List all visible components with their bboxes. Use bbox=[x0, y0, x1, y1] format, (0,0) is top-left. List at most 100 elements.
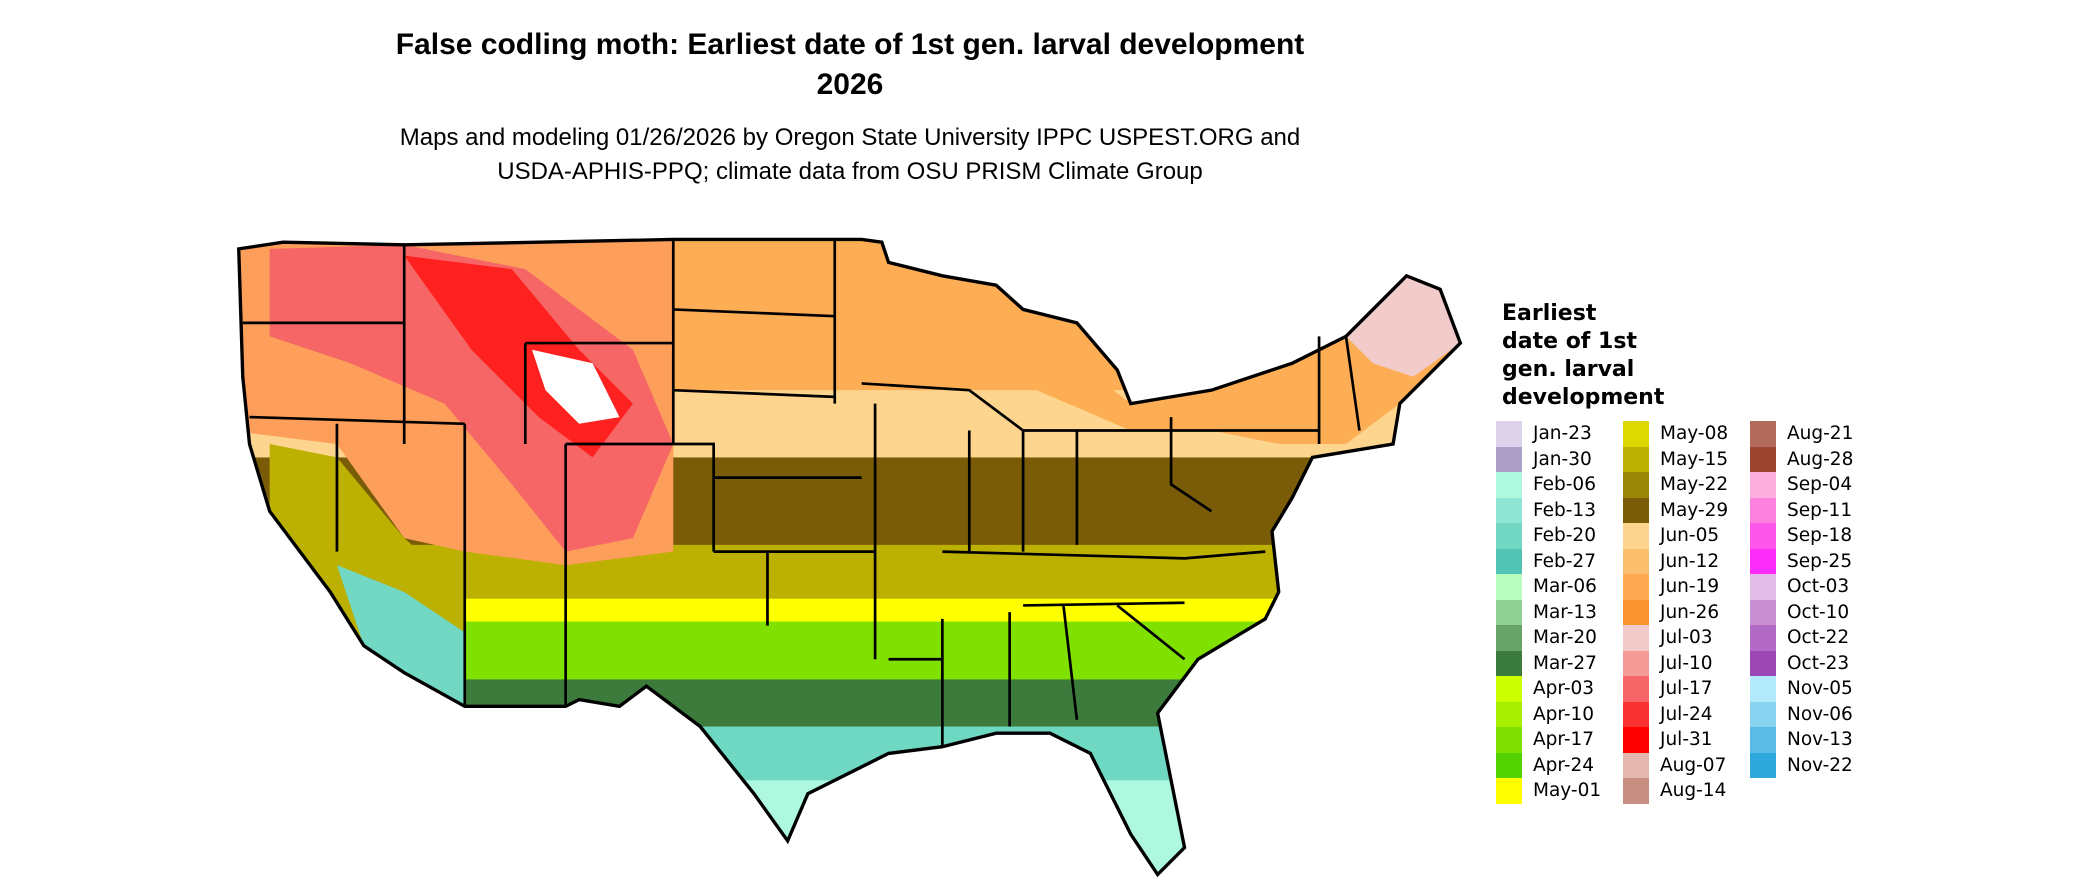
legend-swatch bbox=[1750, 574, 1776, 600]
legend-label: May-01 bbox=[1533, 780, 1602, 802]
legend-swatch bbox=[1623, 446, 1649, 472]
legend-item: Apr-24 bbox=[1496, 752, 1595, 778]
legend-label: Jul-24 bbox=[1660, 703, 1713, 725]
legend-label: Jan-23 bbox=[1533, 423, 1592, 445]
legend-label: Nov-22 bbox=[1787, 754, 1853, 776]
legend-item: Jul-03 bbox=[1623, 625, 1713, 651]
legend-swatch bbox=[1750, 599, 1776, 625]
legend-item: Sep-18 bbox=[1750, 523, 1852, 549]
legend-label: Feb-27 bbox=[1533, 550, 1596, 572]
legend-label: Sep-04 bbox=[1787, 474, 1853, 496]
legend-label: Aug-21 bbox=[1787, 423, 1854, 445]
legend-item: May-08 bbox=[1623, 421, 1728, 447]
legend-label: Aug-07 bbox=[1660, 754, 1727, 776]
legend-item: Aug-28 bbox=[1750, 446, 1854, 472]
legend-label: Feb-13 bbox=[1533, 499, 1596, 521]
legend-item: Jul-10 bbox=[1623, 650, 1713, 676]
legend-label: Nov-13 bbox=[1787, 729, 1853, 751]
legend-swatch bbox=[1496, 446, 1522, 472]
legend-swatch bbox=[1750, 752, 1776, 778]
legend-label: Apr-24 bbox=[1533, 754, 1595, 776]
legend-label: Mar-20 bbox=[1533, 627, 1597, 649]
subtitle-line-2: USDA-APHIS-PPQ; climate data from OSU PR… bbox=[497, 158, 1203, 185]
legend-item: Jul-17 bbox=[1623, 676, 1713, 702]
state-borders bbox=[237, 237, 1463, 877]
legend-label: Sep-18 bbox=[1787, 525, 1853, 547]
legend-swatch bbox=[1496, 676, 1522, 702]
legend-swatch bbox=[1623, 523, 1649, 549]
snow-patch bbox=[532, 349, 620, 424]
legend-swatch bbox=[1496, 421, 1522, 447]
legend-swatch bbox=[1623, 650, 1649, 676]
desert-southwest bbox=[336, 565, 465, 707]
legend-label: Nov-06 bbox=[1787, 703, 1853, 725]
legend-swatch bbox=[1623, 752, 1649, 778]
legend-label: Mar-27 bbox=[1533, 652, 1597, 674]
legend-swatch bbox=[1623, 625, 1649, 651]
legend-item: Jul-31 bbox=[1623, 727, 1713, 753]
legend-label: May-08 bbox=[1660, 423, 1729, 445]
legend-item: Oct-22 bbox=[1750, 625, 1849, 651]
legend-item: Apr-10 bbox=[1496, 701, 1595, 727]
legend-item: Aug-14 bbox=[1623, 778, 1726, 804]
legend-label: Aug-14 bbox=[1660, 780, 1727, 802]
legend-label: Jan-30 bbox=[1533, 448, 1592, 470]
legend-item: Feb-27 bbox=[1496, 548, 1596, 574]
legend-item: Nov-05 bbox=[1750, 676, 1853, 702]
legend-item: Apr-03 bbox=[1496, 676, 1594, 702]
legend-swatch bbox=[1623, 778, 1649, 804]
chart-title-year: 2026 bbox=[816, 68, 884, 101]
band-florida bbox=[238, 780, 1461, 875]
legend-swatch bbox=[1623, 548, 1649, 574]
band-coast bbox=[238, 726, 1461, 788]
legend-item: Jul-24 bbox=[1623, 701, 1713, 727]
legend-item: Sep-04 bbox=[1750, 472, 1852, 498]
legend-item: Feb-06 bbox=[1496, 472, 1596, 498]
legend-label: Feb-20 bbox=[1533, 525, 1596, 547]
legend-item: Oct-10 bbox=[1750, 599, 1849, 625]
legend-swatch bbox=[1496, 497, 1522, 523]
legend-label: Nov-05 bbox=[1787, 678, 1853, 700]
legend-swatch bbox=[1623, 472, 1649, 498]
legend-swatch bbox=[1623, 727, 1649, 753]
legend-swatch bbox=[1750, 625, 1776, 651]
legend-swatch bbox=[1750, 472, 1776, 498]
legend-title-line: Earliest bbox=[1502, 301, 1597, 326]
legend-swatch bbox=[1750, 727, 1776, 753]
legend-label: Jul-03 bbox=[1660, 627, 1713, 649]
legend-label: Apr-03 bbox=[1533, 678, 1595, 700]
legend-label: Apr-17 bbox=[1533, 729, 1595, 751]
legend-label: Oct-22 bbox=[1787, 627, 1850, 649]
legend-swatch bbox=[1623, 676, 1649, 702]
subtitle-line-1: Maps and modeling 01/26/2026 by Oregon S… bbox=[399, 124, 1301, 151]
legend-label: Oct-23 bbox=[1787, 652, 1850, 674]
band-dark-green bbox=[238, 679, 1461, 734]
legend-swatch bbox=[1623, 599, 1649, 625]
legend-label: Mar-06 bbox=[1533, 576, 1597, 598]
maine-high bbox=[1345, 275, 1461, 377]
legend-title: Earliest date of 1st gen. larval develop… bbox=[1502, 300, 1702, 412]
legend-label: Jul-17 bbox=[1660, 678, 1713, 700]
legend-swatch bbox=[1750, 523, 1776, 549]
legend-swatch bbox=[1496, 650, 1522, 676]
legend-item: Apr-17 bbox=[1496, 727, 1594, 753]
legend-swatch bbox=[1496, 523, 1522, 549]
legend-label: Jun-26 bbox=[1660, 601, 1720, 623]
legend-swatch bbox=[1496, 472, 1522, 498]
legend-item: Jan-30 bbox=[1496, 446, 1592, 472]
legend-item: Oct-03 bbox=[1750, 574, 1849, 600]
legend-label: Jun-19 bbox=[1660, 576, 1720, 598]
legend-swatch bbox=[1496, 599, 1522, 625]
legend-label: May-15 bbox=[1660, 448, 1729, 470]
legend-title-line: gen. larval bbox=[1502, 357, 1635, 382]
legend-item: Sep-25 bbox=[1750, 548, 1852, 574]
legend-item: Jan-23 bbox=[1496, 421, 1592, 447]
legend-label: May-29 bbox=[1660, 499, 1729, 521]
legend-swatch bbox=[1750, 676, 1776, 702]
chart-title: False codling moth: Earliest date of 1st… bbox=[395, 28, 1305, 61]
northeast-region bbox=[1009, 275, 1461, 444]
legend-swatch bbox=[1623, 421, 1649, 447]
legend-label: Apr-10 bbox=[1533, 703, 1595, 725]
legend-label: Aug-28 bbox=[1787, 448, 1854, 470]
